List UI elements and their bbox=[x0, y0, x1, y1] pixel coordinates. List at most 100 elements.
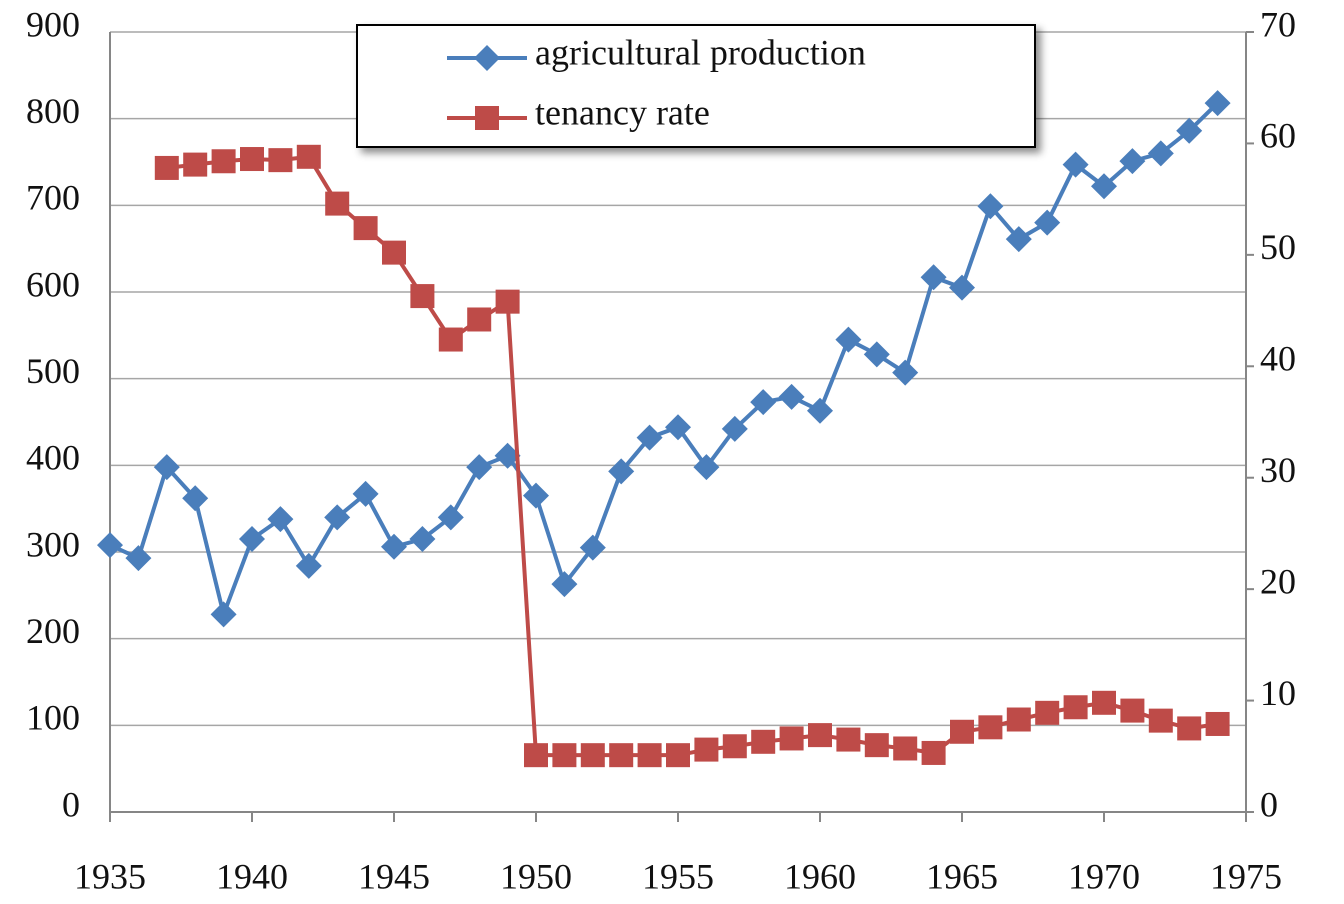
point bbox=[466, 454, 493, 481]
y-tick-label: 0 bbox=[62, 784, 80, 824]
point bbox=[467, 307, 492, 332]
point bbox=[950, 719, 974, 744]
point bbox=[1147, 140, 1174, 167]
point bbox=[324, 504, 351, 531]
point bbox=[1120, 698, 1145, 723]
point bbox=[1006, 707, 1031, 732]
point bbox=[835, 326, 862, 353]
point bbox=[863, 341, 890, 368]
y-tick-label: 800 bbox=[26, 91, 80, 131]
point bbox=[665, 414, 691, 441]
legend-label: agricultural production bbox=[535, 32, 866, 72]
point bbox=[1119, 148, 1146, 175]
point bbox=[296, 144, 321, 169]
point bbox=[1062, 151, 1089, 178]
point bbox=[125, 545, 152, 572]
series-line bbox=[109, 101, 1219, 622]
point bbox=[153, 454, 180, 481]
point bbox=[1205, 711, 1230, 736]
point bbox=[239, 526, 265, 552]
y-tick-label: 400 bbox=[26, 438, 80, 478]
y2-tick-label: 50 bbox=[1260, 227, 1296, 267]
point bbox=[1035, 700, 1060, 725]
point bbox=[636, 424, 663, 451]
x-tick-label: 1950 bbox=[500, 856, 572, 896]
point bbox=[864, 733, 889, 758]
point bbox=[637, 743, 662, 768]
x-tick-label: 1965 bbox=[926, 856, 998, 896]
series-line bbox=[166, 154, 1218, 758]
point bbox=[524, 743, 548, 768]
point bbox=[352, 480, 379, 507]
point bbox=[921, 740, 946, 765]
y2-tick-label: 40 bbox=[1260, 339, 1296, 379]
point bbox=[1091, 173, 1117, 200]
point bbox=[694, 737, 719, 762]
point bbox=[893, 736, 918, 761]
x-tick-label: 1975 bbox=[1210, 856, 1282, 896]
point bbox=[978, 715, 1003, 740]
x-tick-label: 1970 bbox=[1068, 856, 1140, 896]
point bbox=[325, 191, 350, 216]
point bbox=[609, 743, 634, 768]
y2-tick-label: 70 bbox=[1260, 4, 1296, 44]
point bbox=[579, 534, 606, 561]
legend-marker bbox=[475, 106, 499, 130]
legend-marker bbox=[474, 45, 500, 71]
point bbox=[750, 389, 777, 416]
point bbox=[920, 264, 947, 291]
point bbox=[807, 397, 833, 424]
y2-tick-label: 60 bbox=[1260, 116, 1296, 156]
point bbox=[608, 458, 635, 485]
point bbox=[778, 383, 805, 410]
y2-tick-label: 20 bbox=[1260, 561, 1296, 601]
point bbox=[381, 533, 407, 560]
point bbox=[495, 289, 520, 314]
point bbox=[551, 571, 578, 598]
y-tick-label: 300 bbox=[26, 524, 80, 564]
point bbox=[409, 526, 436, 552]
y-tick-label: 600 bbox=[26, 264, 80, 304]
point bbox=[721, 415, 748, 442]
point bbox=[1092, 690, 1116, 715]
y2-tick-label: 0 bbox=[1260, 784, 1278, 824]
point bbox=[523, 482, 549, 509]
point bbox=[183, 152, 208, 177]
point bbox=[437, 504, 464, 531]
point bbox=[1204, 90, 1231, 117]
point bbox=[693, 454, 720, 481]
point bbox=[1034, 209, 1061, 236]
legend-box bbox=[356, 24, 1036, 148]
legend-label: tenancy rate bbox=[535, 92, 710, 132]
x-tick-label: 1955 bbox=[642, 856, 714, 896]
x-tick-label: 1960 bbox=[784, 856, 856, 896]
x-tick-label: 1940 bbox=[216, 856, 288, 896]
point bbox=[268, 148, 293, 173]
point bbox=[836, 727, 861, 752]
y-tick-label: 900 bbox=[26, 4, 80, 44]
point bbox=[210, 601, 237, 628]
point bbox=[949, 274, 975, 301]
point bbox=[722, 734, 747, 759]
point bbox=[182, 485, 209, 512]
point bbox=[438, 327, 463, 352]
point bbox=[382, 240, 406, 265]
y-tick-label: 100 bbox=[26, 698, 80, 738]
point bbox=[240, 147, 264, 172]
point bbox=[580, 743, 605, 768]
point bbox=[154, 155, 179, 180]
x-tick-label: 1945 bbox=[358, 856, 430, 896]
point bbox=[410, 284, 435, 309]
point bbox=[779, 726, 804, 751]
point bbox=[808, 723, 832, 748]
point bbox=[97, 532, 123, 559]
point bbox=[1005, 226, 1032, 253]
y-tick-label: 200 bbox=[26, 611, 80, 651]
y2-tick-label: 10 bbox=[1260, 673, 1296, 713]
point bbox=[353, 216, 378, 241]
point bbox=[494, 442, 521, 469]
point bbox=[1177, 716, 1202, 741]
y-tick-label: 500 bbox=[26, 351, 80, 391]
point bbox=[892, 359, 919, 386]
